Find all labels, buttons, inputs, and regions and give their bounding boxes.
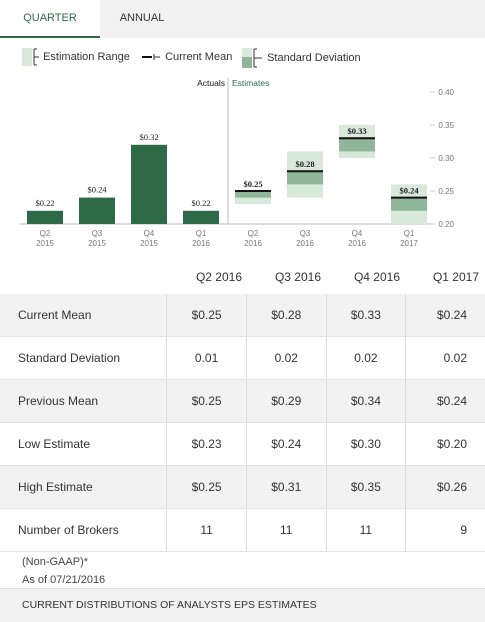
row-value: $0.31 [245,465,327,509]
non-gaap-note: (Non-GAAP)* [22,556,89,568]
stddev-swatch-icon [242,48,262,68]
y-tick-label: 0.20 [438,220,454,229]
row-label: High Estimate [0,465,167,509]
y-tick-label: 0.30 [438,154,454,163]
estimates-section-label: Estimates [232,78,269,88]
table-col-head: Q2 2016 [195,270,243,284]
estimate-stddev [339,138,375,152]
x-tick-label: Q4 [144,229,155,238]
row-label: Previous Mean [0,379,167,423]
legend-range-label: Estimation Range [43,50,130,63]
x-tick-label: 2016 [296,239,314,248]
row-value: $0.20 [405,422,485,466]
estimate-mean-label: $0.25 [243,179,262,189]
y-tick-label: 0.25 [438,187,454,196]
x-tick-label: 2016 [192,239,210,248]
table-col-head: Q1 2017 [432,270,480,284]
table-row: Current Mean $0.25 $0.28 $0.33 $0.24 [0,294,485,337]
mean-line-icon [142,54,160,60]
row-label: Low Estimate [0,422,167,466]
x-tick-label: Q2 [40,229,51,238]
row-value: $0.23 [166,422,247,466]
tab-annual[interactable]: ANNUAL [119,12,165,24]
legend-mean-item: Current Mean [142,48,232,66]
legend-mean-label: Current Mean [165,50,233,63]
row-value: $0.24 [405,294,485,337]
table-row: High Estimate $0.25 $0.31 $0.35 $0.26 [0,465,485,509]
estimates-table: Current Mean $0.25 $0.28 $0.33 $0.24 Standard… [0,294,485,552]
row-value: $0.25 [166,379,247,423]
distribution-section-header[interactable]: CURRENT DISTRIBUTIONS OF ANALYSTS EPS ES… [0,588,485,622]
row-value: 11 [325,508,406,552]
table-row: Number of Brokers 11 11 11 9 [0,508,485,552]
row-value: 9 [405,508,485,552]
table-col-head: Q4 2016 [353,270,401,284]
row-value: 0.01 [166,336,247,380]
x-tick-label: 2015 [36,239,54,248]
table-row: Previous Mean $0.25 $0.29 $0.34 $0.24 [0,379,485,423]
tab-quarter[interactable]: QUARTER [0,0,100,38]
y-tick-label: 0.35 [438,121,454,130]
row-value: $0.29 [245,379,327,423]
x-tick-label: 2016 [348,239,366,248]
row-value: 11 [166,508,247,552]
actuals-section-label: Actuals [197,78,225,88]
legend-stddev-label: Standard Deviation [267,51,361,64]
x-tick-label: 2017 [400,239,418,248]
eps-chart: 0.20 0.25 0.30 0.35 0.40 Actuals Estimates $0.2… [20,78,455,248]
x-tick-label: Q3 [300,229,311,238]
row-value: $0.26 [405,465,485,509]
row-label: Current Mean [0,294,167,337]
row-label: Standard Deviation [0,336,167,380]
row-label: Number of Brokers [0,508,167,552]
actual-bar-label: $0.24 [87,185,107,195]
table-row: Low Estimate $0.23 $0.24 $0.30 $0.20 [0,422,485,466]
x-tick-label: 2015 [88,239,106,248]
actual-bar [27,210,63,224]
row-value: $0.34 [325,379,406,423]
estimate-mean-label: $0.33 [347,126,366,136]
range-swatch-icon [22,48,39,66]
chart-legend: Estimation Range Current Mean Standard D… [0,38,485,78]
table-col-head: Q3 2016 [274,270,322,284]
x-tick-label: Q3 [92,229,103,238]
estimate-mean-label: $0.24 [399,186,419,196]
actual-bar [79,197,115,224]
actual-bar-label: $0.22 [35,198,54,208]
estimate-stddev [235,191,271,198]
period-tabs: QUARTER ANNUAL [0,0,485,38]
x-tick-label: Q1 [404,229,415,238]
row-value: $0.24 [405,379,485,423]
table-row: Standard Deviation 0.01 0.02 0.02 0.02 [0,336,485,380]
distribution-section-title: CURRENT DISTRIBUTIONS OF ANALYSTS EPS ES… [22,599,317,611]
row-value: $0.30 [325,422,406,466]
actual-bar-label: $0.22 [191,198,210,208]
row-value: $0.28 [245,294,327,337]
actual-bar-label: $0.32 [139,132,158,142]
row-value: $0.35 [325,465,406,509]
estimate-stddev [391,197,427,211]
x-tick-label: Q2 [248,229,259,238]
x-tick-label: Q4 [352,229,363,238]
x-tick-label: 2016 [244,239,262,248]
as-of-date: As of 07/21/2016 [22,574,106,586]
row-value: 0.02 [405,336,485,380]
x-tick-label: 2015 [140,239,158,248]
row-value: $0.25 [166,465,247,509]
x-tick-label: Q1 [196,229,207,238]
row-value: $0.33 [325,294,406,337]
row-value: $0.24 [245,422,327,466]
row-value: 11 [245,508,327,552]
row-value: 0.02 [245,336,327,380]
row-value: $0.25 [166,294,247,337]
row-value: 0.02 [325,336,406,380]
legend-range-item: Estimation Range [22,48,130,66]
estimate-mean-label: $0.28 [295,159,314,169]
estimate-stddev [287,171,323,185]
y-tick-label: 0.40 [438,88,454,97]
actual-bar [183,210,219,224]
actual-bar [131,144,167,224]
legend-stddev-item: Standard Deviation [242,48,361,68]
